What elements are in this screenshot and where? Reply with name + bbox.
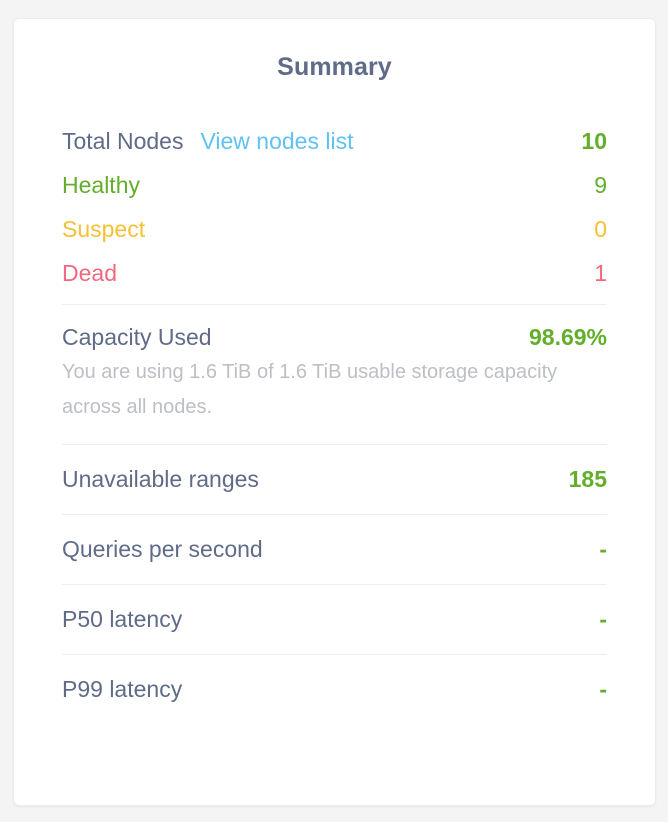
view-nodes-list-link[interactable]: View nodes list <box>200 128 354 154</box>
node-value-healthy: 9 <box>594 172 607 198</box>
node-row-healthy: Healthy 9 <box>62 172 607 216</box>
node-label-suspect: Suspect <box>62 216 146 242</box>
metric-label-capacity-used: Capacity Used <box>62 324 212 350</box>
node-value-total-nodes: 10 <box>581 128 607 154</box>
metric-label-queries-per-second: Queries per second <box>62 536 263 562</box>
node-value-dead: 1 <box>594 260 607 286</box>
metric-p99-latency: P99 latency - <box>62 655 607 724</box>
metric-head: P50 latency - <box>62 606 607 633</box>
divider <box>62 304 607 305</box>
metric-head: Capacity Used 98.69% <box>62 324 607 351</box>
metric-value-capacity-used: 98.69% <box>528 324 607 350</box>
metric-unavailable-ranges: Unavailable ranges 185 <box>62 445 607 514</box>
node-row-dead: Dead 1 <box>62 260 607 304</box>
metric-value-p50-latency: - <box>599 606 607 632</box>
node-label-total-nodes: Total Nodes <box>62 128 184 154</box>
node-row-total-nodes: Total Nodes View nodes list 10 <box>62 128 607 172</box>
metric-value-unavailable-ranges: 185 <box>568 466 607 492</box>
metric-value-p99-latency: - <box>599 676 607 702</box>
metric-head: Queries per second - <box>62 536 607 563</box>
node-value-suspect: 0 <box>594 216 607 242</box>
metric-head: Unavailable ranges 185 <box>62 466 607 493</box>
summary-card: Summary Total Nodes View nodes list 10 H… <box>13 18 656 806</box>
divider <box>62 444 607 445</box>
node-status-list: Total Nodes View nodes list 10 Healthy 9… <box>62 128 607 304</box>
node-label-healthy: Healthy <box>62 172 140 198</box>
metric-head: P99 latency - <box>62 676 607 703</box>
metric-queries-per-second: Queries per second - <box>62 515 607 584</box>
metric-label-p99-latency: P99 latency <box>62 676 183 702</box>
divider <box>62 654 607 655</box>
metric-label-unavailable-ranges: Unavailable ranges <box>62 466 259 492</box>
divider <box>62 514 607 515</box>
metric-capacity-used: Capacity Used 98.69% You are using 1.6 T… <box>62 305 607 444</box>
metric-value-queries-per-second: - <box>599 536 607 562</box>
metric-description-capacity-used: You are using 1.6 TiB of 1.6 TiB usable … <box>62 361 558 418</box>
page-title: Summary <box>277 53 392 81</box>
divider <box>62 584 607 585</box>
metric-p50-latency: P50 latency - <box>62 585 607 654</box>
summary-body: Total Nodes View nodes list 10 Healthy 9… <box>14 128 655 724</box>
metric-label-p50-latency: P50 latency <box>62 606 183 632</box>
node-row-suspect: Suspect 0 <box>62 216 607 260</box>
node-label-dead: Dead <box>62 260 117 286</box>
